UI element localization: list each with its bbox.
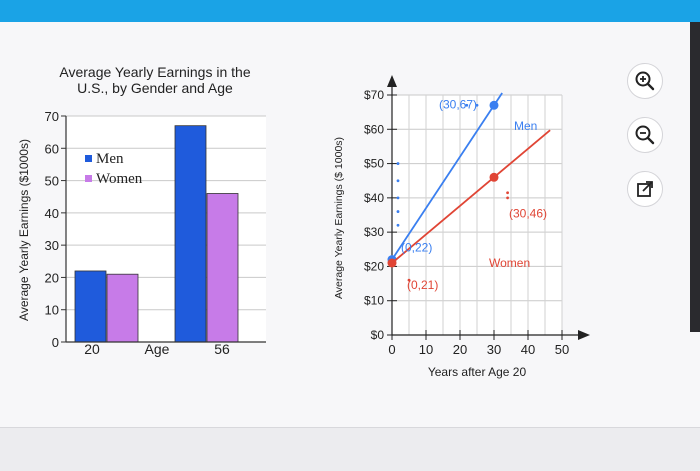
line-x-ticks: 0 10 20 30 40 50: [388, 330, 569, 357]
legend-label-men: Men: [96, 151, 124, 167]
bar-y-tick-label: 70: [45, 109, 59, 124]
bar-x-tick-label: 20: [84, 341, 100, 357]
bar-x-tick-label: 56: [214, 341, 230, 357]
line-series-label-men: Men: [514, 119, 537, 133]
bar-y-tick-label: 60: [45, 141, 59, 156]
guide-dot-blue: [396, 179, 400, 183]
legend-label-women: Women: [96, 171, 143, 187]
guide-dot-blue: [396, 210, 400, 213]
bar-chart: Average Yearly Earnings in the U.S., by …: [17, 64, 266, 357]
guide-dot-blue: [465, 103, 469, 107]
bar-chart-title-line1: Average Yearly Earnings in the: [59, 64, 250, 80]
line-chart: Average Yearly Earnings ($ 1000s) $0$10$…: [333, 75, 590, 379]
line-annotations: (30,67) (0,22) (30,46) (0,21): [401, 97, 547, 292]
point-women-1: [489, 172, 499, 182]
legend-swatch-men: [85, 155, 92, 162]
bar-chart-title-line2: U.S., by Gender and Age: [77, 80, 233, 96]
line-x-tick-label: 40: [521, 342, 535, 357]
line-x-tick-label: 20: [453, 342, 467, 357]
legend-swatch-women: [85, 175, 92, 182]
external-link-icon: [637, 181, 653, 197]
guide-dot-blue: [475, 103, 479, 107]
guide-dot-red: [407, 278, 411, 282]
bar-legend: Men Women: [85, 151, 143, 187]
footer-strip: [0, 427, 700, 471]
annotation-label: (30,67): [439, 97, 477, 111]
bar-y-ticks: 0 10 20 30 40 50 60 70: [45, 109, 66, 350]
annotation-label: (0,22): [401, 241, 432, 255]
bar-y-tick-label: 0: [52, 335, 59, 350]
line-y-tick-label: $50: [364, 157, 384, 171]
bar-y-tick-label: 30: [45, 238, 59, 253]
guide-dot-red: [506, 196, 509, 200]
line-y-axis-arrow: [387, 75, 397, 87]
top-bar: [0, 0, 700, 22]
bar-chart-ylabel: Average Yearly Earnings ($1000s): [17, 139, 31, 321]
line-y-ticks: $0 $10 $20 $30 $40 $50 $60 $70: [364, 88, 397, 342]
line-men: [391, 92, 503, 261]
line-y-tick-label: $40: [364, 191, 384, 205]
annotation-label: (0,21): [407, 278, 438, 292]
guide-dot-blue: [396, 196, 400, 200]
bar-women-20: [106, 273, 139, 343]
bar-x-ticks: 20 56: [84, 341, 230, 357]
bar-chart-xlabel: Age: [145, 341, 170, 357]
right-edge: [690, 22, 700, 332]
line-y-tick-label: $60: [364, 122, 384, 136]
line-chart-ylabel: Average Yearly Earnings ($ 1000s): [333, 137, 345, 299]
zoom-in-button[interactable]: [627, 63, 663, 99]
guide-dot-red: [506, 191, 509, 195]
guide-dot-blue: [396, 223, 400, 227]
line-y-tick-label: $10: [364, 294, 384, 308]
line-x-tick-label: 0: [388, 342, 395, 357]
line-series-label-women: Women: [489, 256, 530, 270]
bar-men-56: [174, 125, 207, 343]
line-series: [387, 92, 551, 282]
zoom-out-button[interactable]: [627, 117, 663, 153]
line-x-axis-arrow: [578, 330, 590, 340]
bar-y-tick-label: 10: [45, 303, 59, 318]
popout-button[interactable]: [627, 171, 663, 207]
line-x-tick-label: 50: [555, 342, 569, 357]
guide-dot-blue: [396, 162, 400, 165]
line-y-tick-label: $20: [364, 259, 384, 273]
line-x-tick-label: 30: [487, 342, 501, 357]
bar-women-56: [206, 193, 239, 343]
zoom-out-icon: [635, 125, 655, 145]
line-y-tick-label: $70: [364, 88, 384, 102]
line-y-tick-label: $30: [364, 225, 384, 239]
bar-y-tick-label: 20: [45, 270, 59, 285]
line-women: [391, 129, 551, 264]
zoom-in-icon: [635, 71, 655, 91]
line-chart-xlabel: Years after Age 20: [428, 365, 527, 379]
bar-y-tick-label: 40: [45, 206, 59, 221]
bar-men-20: [74, 270, 107, 343]
point-men-1: [489, 100, 499, 110]
bar-y-tick-label: 50: [45, 174, 59, 189]
annotation-label: (30,46): [509, 206, 547, 220]
point-women-0: [387, 258, 397, 268]
bar-bars: [74, 125, 239, 343]
line-x-tick-label: 10: [419, 342, 433, 357]
line-y-tick-label: $0: [371, 328, 385, 342]
